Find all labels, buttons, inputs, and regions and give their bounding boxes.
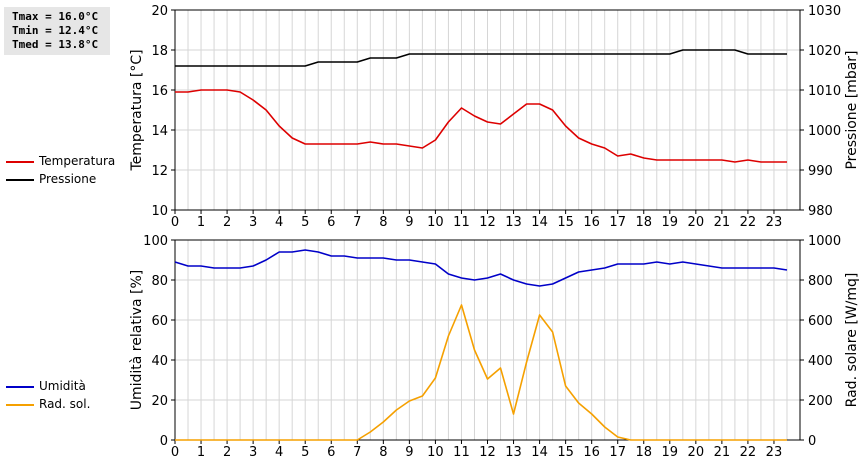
x-tick-label-bottom: 15 — [557, 445, 574, 460]
x-tick-label-top: 1 — [197, 215, 205, 230]
y-tick-label-top: 10 — [151, 204, 168, 219]
stat-tmin: Tmin = 12.4°C — [12, 24, 99, 37]
x-tick-label-top: 6 — [327, 215, 335, 230]
chart-temperature-pressure: 0 1 2 3 4 5 6 7 8 9 10 11 12 13 14 15 16 17 18 19 20 21 22 2310… — [129, 4, 860, 230]
x-tick-label-top: 2 — [223, 215, 231, 230]
x-tick-label-top: 0 — [171, 215, 179, 230]
y-tick-label-top: 20 — [151, 4, 168, 19]
y2-tick-label-top: 1010 — [808, 84, 841, 99]
legend-label-radsol: Rad. sol. — [39, 397, 91, 411]
stat-tmed: Tmed = 13.8°C — [12, 38, 99, 51]
y2-tick-label-top: 980 — [808, 204, 833, 219]
x-tick-label-bottom: 17 — [609, 445, 626, 460]
x-tick-label-top: 14 — [531, 215, 548, 230]
x-tick-label-bottom: 10 — [427, 445, 444, 460]
x-tick-label-top: 5 — [301, 215, 309, 230]
legend-label-umidita: Umidità — [39, 379, 86, 393]
y-axis-label-top: Temperatura [°C] — [129, 49, 145, 171]
x-tick-label-top: 20 — [688, 215, 705, 230]
y-tick-label-bottom: 40 — [151, 354, 168, 369]
y-tick-label-top: 14 — [151, 124, 168, 139]
legend-label-pressione: Pressione — [39, 172, 97, 186]
stats-box: Tmax = 16.0°C Tmin = 12.4°C Tmed = 13.8°… — [4, 7, 110, 55]
legend-swatch-pressione — [6, 179, 34, 181]
y2-tick-label-bottom: 800 — [808, 274, 833, 289]
x-tick-label-top: 7 — [353, 215, 361, 230]
x-tick-label-bottom: 6 — [327, 445, 335, 460]
y2-tick-label-top: 1000 — [808, 124, 841, 139]
y-tick-label-bottom: 80 — [151, 274, 168, 289]
legend-swatch-umidita — [6, 386, 34, 388]
x-tick-label-top: 19 — [662, 215, 679, 230]
series-line-rad-sol — [175, 304, 787, 441]
legend-swatch-radsol — [6, 404, 34, 406]
x-tick-label-bottom: 13 — [505, 445, 522, 460]
y2-tick-label-bottom: 0 — [808, 434, 816, 449]
x-tick-label-bottom: 23 — [766, 445, 783, 460]
x-tick-label-bottom: 14 — [531, 445, 548, 460]
x-tick-label-top: 23 — [766, 215, 783, 230]
x-tick-label-bottom: 5 — [301, 445, 309, 460]
y2-tick-label-bottom: 600 — [808, 314, 833, 329]
x-tick-label-top: 3 — [249, 215, 257, 230]
legend-label-temperatura: Temperatura — [39, 154, 116, 168]
y-tick-label-bottom: 100 — [143, 234, 168, 249]
y-tick-label-top: 18 — [151, 44, 168, 59]
x-tick-label-top: 4 — [275, 215, 283, 230]
x-tick-label-bottom: 22 — [740, 445, 757, 460]
x-tick-label-top: 16 — [583, 215, 600, 230]
x-tick-label-bottom: 11 — [453, 445, 470, 460]
x-tick-label-bottom: 9 — [405, 445, 413, 460]
x-tick-label-bottom: 1 — [197, 445, 205, 460]
x-tick-label-bottom: 20 — [688, 445, 705, 460]
x-tick-label-top: 9 — [405, 215, 413, 230]
series-line-pressione — [175, 49, 787, 67]
y-axis-label-bottom: Umidità relativa [%] — [129, 270, 145, 411]
x-tick-label-bottom: 18 — [635, 445, 652, 460]
x-tick-label-top: 18 — [635, 215, 652, 230]
y2-axis-label-bottom: Rad. solare [W/mq] — [844, 273, 860, 408]
y-tick-label-bottom: 20 — [151, 394, 168, 409]
x-tick-label-bottom: 16 — [583, 445, 600, 460]
x-tick-label-bottom: 7 — [353, 445, 361, 460]
x-tick-label-top: 8 — [379, 215, 387, 230]
y2-tick-label-top: 1020 — [808, 44, 841, 59]
y2-tick-label-bottom: 400 — [808, 354, 833, 369]
x-tick-label-bottom: 19 — [662, 445, 679, 460]
y2-axis-label-top: Pressione [mbar] — [844, 50, 860, 169]
x-tick-label-top: 22 — [740, 215, 757, 230]
y2-tick-label-bottom: 1000 — [808, 234, 841, 249]
series-line-umidit — [174, 249, 788, 287]
x-tick-label-top: 12 — [479, 215, 496, 230]
y2-tick-label-bottom: 200 — [808, 394, 833, 409]
x-tick-label-top: 17 — [609, 215, 626, 230]
x-tick-label-bottom: 2 — [223, 445, 231, 460]
x-tick-label-bottom: 21 — [714, 445, 731, 460]
series-line-temperatura — [175, 89, 787, 163]
stat-tmax: Tmax = 16.0°C — [12, 10, 99, 23]
legend-swatch-temperatura — [6, 161, 34, 163]
y-tick-label-bottom: 0 — [160, 434, 168, 449]
x-tick-label-bottom: 12 — [479, 445, 496, 460]
x-tick-label-top: 11 — [453, 215, 470, 230]
y-tick-label-bottom: 60 — [151, 314, 168, 329]
x-tick-label-bottom: 8 — [379, 445, 387, 460]
chart-humidity-radiation: 0 1 2 3 4 5 6 7 8 9 10 11 12 13 14 15 16 17 18 19 20 21 22 2302… — [129, 234, 860, 460]
x-tick-label-top: 10 — [427, 215, 444, 230]
x-tick-label-top: 15 — [557, 215, 574, 230]
x-tick-label-bottom: 3 — [249, 445, 257, 460]
x-tick-label-bottom: 4 — [275, 445, 283, 460]
y-tick-label-top: 12 — [151, 164, 168, 179]
y-tick-label-top: 16 — [151, 84, 168, 99]
x-tick-label-top: 21 — [714, 215, 731, 230]
x-tick-label-bottom: 0 — [171, 445, 179, 460]
x-tick-label-top: 13 — [505, 215, 522, 230]
y2-tick-label-top: 1030 — [808, 4, 841, 19]
y2-tick-label-top: 990 — [808, 164, 833, 179]
